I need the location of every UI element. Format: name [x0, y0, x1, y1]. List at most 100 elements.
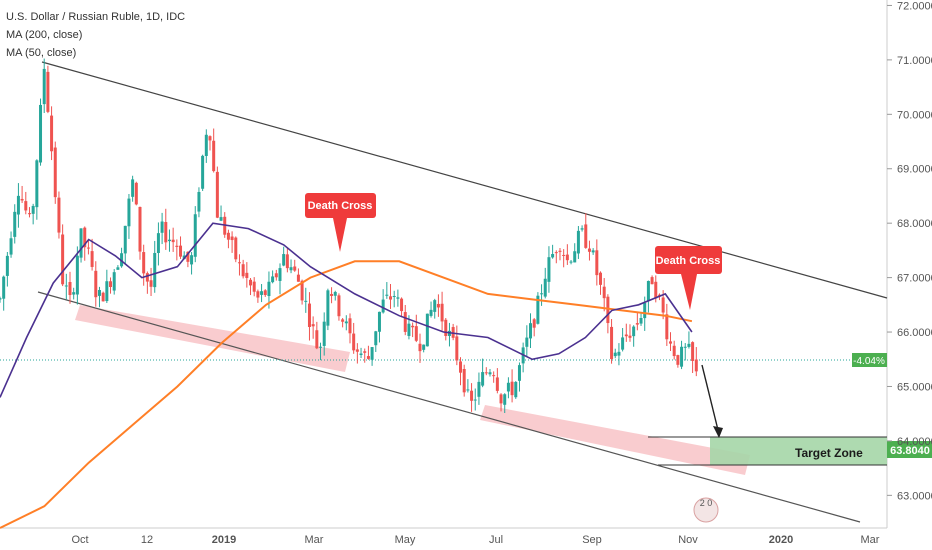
candle-body	[400, 298, 404, 312]
candle-body	[591, 250, 595, 253]
candle-body	[389, 296, 393, 300]
candle-body	[341, 319, 345, 322]
candle-body	[120, 253, 124, 267]
candle-body	[260, 291, 264, 295]
candle-body	[57, 197, 61, 233]
target-price-label: 63.8040	[890, 445, 930, 457]
candle-body	[488, 372, 492, 375]
candle-body	[300, 280, 304, 301]
candle-body	[9, 238, 13, 255]
candle-body	[186, 251, 190, 262]
candle-body	[208, 136, 212, 141]
candle-body	[263, 290, 267, 296]
candle-body	[462, 369, 466, 393]
candle-body	[267, 281, 271, 297]
candle-body	[392, 295, 396, 297]
ma200-legend: MA (200, close)	[6, 29, 83, 41]
time-tick-label: 2020	[769, 534, 793, 546]
candle-body	[145, 273, 149, 282]
candle-body	[116, 267, 120, 270]
candle-body	[654, 281, 658, 299]
candle-body	[72, 292, 76, 295]
candle-body	[219, 217, 223, 221]
candle-body	[127, 198, 131, 227]
candle-body	[381, 299, 385, 313]
candle-body	[13, 211, 17, 237]
candle-body	[46, 71, 50, 112]
candle-body	[79, 228, 83, 258]
candle-body	[635, 323, 639, 325]
candle-body	[370, 347, 374, 360]
candle-body	[278, 268, 282, 281]
candle-body	[377, 311, 381, 332]
candle-body	[153, 252, 157, 288]
candle-body	[252, 281, 256, 292]
candle-body	[282, 254, 286, 266]
candle-body	[322, 321, 326, 346]
candle-body	[661, 297, 665, 313]
candle-body	[510, 381, 514, 396]
candle-body	[503, 394, 507, 405]
price-tick-label: 64.0000	[897, 436, 932, 448]
candle-body	[53, 147, 57, 198]
candle-body	[193, 214, 197, 257]
candle-body	[422, 344, 426, 350]
candle-body	[230, 236, 234, 241]
candle-body	[24, 201, 28, 211]
candle-body	[285, 254, 289, 269]
price-tick-label: 68.0000	[897, 218, 932, 230]
candle-body	[385, 294, 389, 296]
candle-body	[31, 205, 35, 214]
price-tick-label: 71.0000	[897, 55, 932, 67]
price-axis[interactable]: 72.0000 71.0000 70.0000 69.0000 68.0000 67.00…	[887, 0, 932, 502]
candle-body	[374, 331, 378, 346]
candle-body	[602, 286, 606, 299]
candle-body	[50, 115, 54, 152]
candle-body	[337, 295, 341, 317]
candle-body	[212, 140, 216, 172]
candle-body	[274, 273, 278, 278]
candle-body	[599, 272, 603, 285]
candle-body	[540, 293, 544, 295]
candle-body	[352, 333, 356, 351]
candle-body	[83, 227, 87, 248]
price-tick-label: 63.0000	[897, 490, 932, 502]
price-tick-label: 69.0000	[897, 164, 932, 176]
candle-body	[311, 324, 315, 327]
candle-body	[425, 313, 429, 347]
candle-body	[190, 255, 194, 265]
candle-body	[86, 247, 90, 249]
candle-body	[470, 390, 474, 401]
price-change-badge: -4.04%	[852, 353, 887, 367]
candle-body	[160, 221, 164, 233]
time-tick-label: May	[395, 534, 416, 546]
death-cross-label-1: Death Cross	[308, 200, 373, 212]
candle-body	[61, 234, 65, 285]
candle-body	[562, 254, 566, 256]
candle-body	[271, 276, 275, 283]
candle-body	[27, 213, 31, 215]
candle-body	[5, 255, 9, 276]
candle-body	[319, 346, 323, 348]
price-tick-label: 70.0000	[897, 109, 932, 121]
candle-body	[694, 359, 698, 372]
candle-body	[573, 251, 577, 263]
lower-channel-line	[37, 291, 861, 523]
candle-body	[459, 361, 463, 373]
candle-body	[484, 372, 488, 374]
candle-body	[234, 237, 238, 260]
candle-body	[293, 266, 297, 271]
candle-body	[2, 276, 6, 299]
candle-body	[536, 295, 540, 324]
candle-body	[366, 356, 370, 359]
candle-body	[330, 293, 334, 296]
candle-body	[610, 326, 614, 360]
candle-body	[628, 335, 632, 338]
candle-body	[326, 290, 330, 326]
candle-body	[131, 179, 135, 197]
time-axis[interactable]: Oct 12 2019 Mar May Jul Sep Nov 2020 Mar	[71, 534, 879, 546]
time-tick-label: 12	[141, 534, 153, 546]
candle-body	[35, 160, 39, 208]
candle-body	[481, 372, 485, 386]
